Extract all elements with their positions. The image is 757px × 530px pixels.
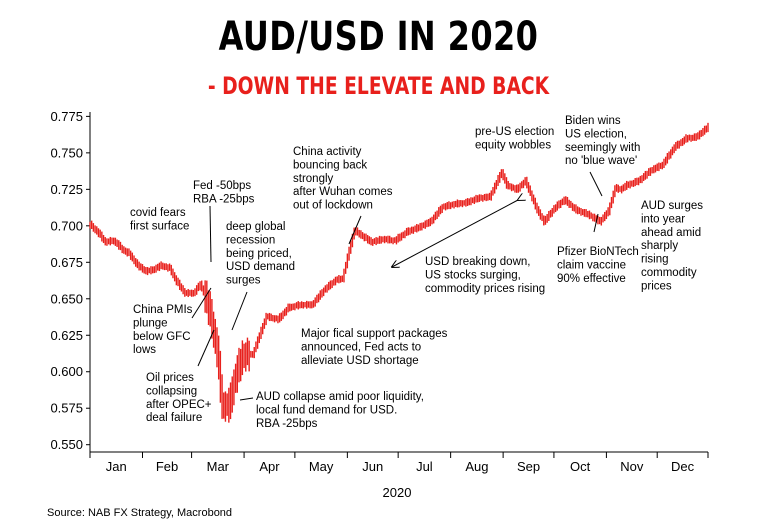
x-tick-label: Sep: [517, 459, 540, 474]
connector-fed: [209, 205, 212, 263]
annotation-12: Pfizer BioNTech claim vaccine 90% effectiv…: [557, 246, 639, 285]
x-tick-label: Feb: [156, 459, 178, 474]
y-tick-label: 0.725: [50, 182, 83, 197]
y-tick-label: 0.550: [50, 437, 83, 452]
annotation-line: USD breaking down,: [425, 256, 530, 268]
x-tick-label: Jul: [416, 459, 433, 474]
annotation-line: prices: [641, 280, 672, 292]
annotation-line: ahead amid: [641, 227, 701, 239]
x-tick-label: Jan: [106, 459, 127, 474]
annotation-line: plunge: [133, 317, 168, 329]
source-note: Source: NAB FX Strategy, Macrobond: [47, 507, 233, 519]
annotation-11: Biden wins US election, seemingly with no '…: [565, 115, 640, 167]
x-tick-label: May: [309, 459, 334, 474]
annotation-1: covid fears first surface: [130, 207, 189, 232]
annotation-line: being priced,: [226, 248, 292, 260]
annotation-line: deal failure: [146, 412, 202, 424]
annotation-line: seemingly with: [565, 142, 640, 154]
connector-oil: [197, 329, 215, 367]
connector-china: [348, 215, 362, 245]
annotation-line: RBA -25bps: [193, 193, 255, 205]
annotation-line: China PMIs: [133, 304, 193, 316]
connector-collapse: [239, 397, 254, 401]
x-tick-label: Mar: [207, 459, 230, 474]
annotation-line: commodity: [641, 267, 697, 279]
annotation-line: strongly: [293, 173, 334, 185]
annotation-line: deep global: [226, 221, 285, 233]
annotation-5: deep global recession being priced, USD dem…: [226, 221, 295, 287]
annotation-line: 90% effective: [557, 273, 626, 285]
y-tick-label: 0.675: [50, 255, 83, 270]
annotation-line: US election,: [565, 128, 627, 140]
x-tick-label: Dec: [671, 459, 695, 474]
connector-recession: [231, 291, 248, 331]
annotation-line: rising: [641, 254, 668, 266]
annotation-line: after OPEC+: [146, 399, 212, 411]
annotation-4: Fed -50bps RBA -25bps: [193, 180, 255, 205]
annotation-arrows: [191, 171, 603, 401]
annotation-line: into year: [641, 213, 685, 225]
annotation-line: Fed -50bps: [193, 180, 251, 192]
annotation-10: pre-US election equity wobbles: [475, 126, 554, 151]
annotations: covid fears first surface China PMIs plunge…: [130, 115, 703, 430]
trend-arrow: [392, 200, 518, 267]
annotation-line: alleviate USD shortage: [301, 355, 419, 367]
annotation-line: first surface: [130, 220, 189, 232]
annotation-line: collapsing: [146, 385, 197, 397]
annotation-line: pre-US election: [475, 126, 554, 138]
annotation-line: China activity: [293, 146, 362, 158]
x-tick-label: Nov: [620, 459, 644, 474]
y-tick-label: 0.750: [50, 145, 83, 160]
annotation-line: claim vaccine: [557, 259, 626, 271]
annotation-line: RBA -25bps: [256, 418, 318, 430]
y-tick-label: 0.650: [50, 291, 83, 306]
annotation-line: equity wobbles: [475, 139, 551, 151]
annotation-line: announced, Fed acts to: [301, 341, 421, 353]
annotation-line: Pfizer BioNTech: [557, 246, 639, 258]
annotation-13: AUD surges into year ahead amid sharply risi…: [641, 200, 703, 292]
annotation-9: USD breaking down, US stocks surging, comm…: [425, 256, 545, 295]
annotation-line: AUD collapse amid poor liquidity,: [256, 391, 424, 403]
connector-pfizer: [593, 213, 599, 233]
annotation-line: US stocks surging,: [425, 269, 521, 281]
annotation-line: no 'blue wave': [565, 155, 637, 167]
annotation-line: bouncing back: [293, 159, 367, 171]
annotation-line: below GFC: [133, 331, 191, 343]
annotation-line: covid fears: [130, 207, 186, 219]
axes: 0.775 0.750 0.725 0.700 0.675 0.650 0.625 0.600…: [50, 109, 709, 474]
annotation-line: AUD surges: [641, 200, 703, 212]
y-tick-label: 0.775: [50, 109, 83, 124]
x-tick-label: Jun: [362, 459, 383, 474]
y-tick-label: 0.700: [50, 218, 83, 233]
x-tick-label: Apr: [259, 459, 280, 474]
x-axis-label: 2020: [383, 485, 412, 500]
annotation-line: Oil prices: [146, 372, 194, 384]
chart-subtitle: - DOWN THE ELEVATE AND BACK: [207, 72, 550, 100]
chart-title: AUD/USD IN 2020: [218, 14, 539, 60]
annotation-line: recession: [226, 234, 275, 246]
connector-biden: [589, 171, 603, 197]
annotation-line: after Wuhan comes: [293, 186, 393, 198]
annotation-line: lows: [133, 344, 156, 356]
annotation-3: Oil prices collapsing after OPEC+ deal fail…: [146, 372, 212, 424]
x-tick-label: Aug: [465, 459, 488, 474]
connector-pmi: [191, 287, 212, 319]
annotation-line: sharply: [641, 240, 678, 252]
x-tick-label: Oct: [570, 459, 591, 474]
y-tick-label: 0.600: [50, 364, 83, 379]
annotation-line: Major fical support packages: [301, 328, 448, 340]
y-tick-label: 0.575: [50, 401, 83, 416]
annotation-line: out of lockdown: [293, 200, 373, 212]
annotation-2: China PMIs plunge below GFC lows: [133, 304, 193, 356]
annotation-8: China activity bouncing back strongly after…: [293, 146, 393, 212]
annotation-line: commodity prices rising: [425, 283, 545, 295]
annotation-7: Major fical support packages announced, F…: [301, 328, 448, 367]
annotation-line: local fund demand for USD.: [256, 404, 397, 416]
annotation-line: USD demand: [226, 261, 295, 273]
annotation-line: Biden wins: [565, 115, 621, 127]
y-tick-label: 0.625: [50, 328, 83, 343]
annotation-6: AUD collapse amid poor liquidity, local f…: [256, 391, 424, 430]
annotation-line: surges: [226, 275, 261, 287]
